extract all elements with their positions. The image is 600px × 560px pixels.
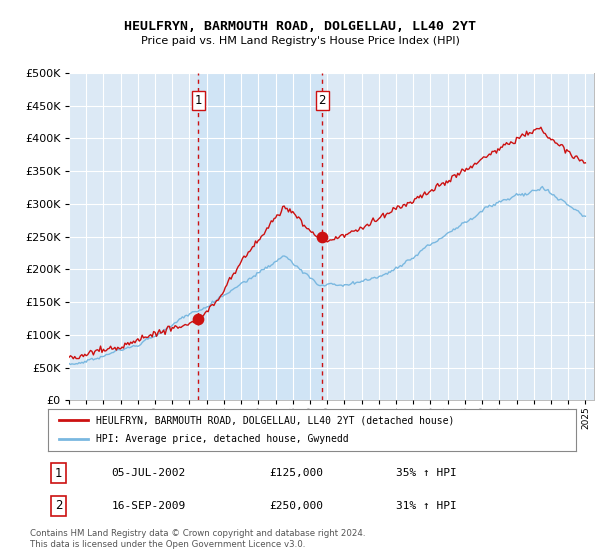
- Text: 16-SEP-2009: 16-SEP-2009: [112, 501, 185, 511]
- Text: 31% ↑ HPI: 31% ↑ HPI: [397, 501, 457, 511]
- Text: HEULFRYN, BARMOUTH ROAD, DOLGELLAU, LL40 2YT (detached house): HEULFRYN, BARMOUTH ROAD, DOLGELLAU, LL40…: [95, 415, 454, 425]
- Text: 35% ↑ HPI: 35% ↑ HPI: [397, 468, 457, 478]
- Text: £125,000: £125,000: [270, 468, 324, 478]
- Bar: [199, 73, 322, 400]
- Text: 1: 1: [194, 94, 202, 107]
- Text: 2: 2: [55, 499, 62, 512]
- Text: HEULFRYN, BARMOUTH ROAD, DOLGELLAU, LL40 2YT: HEULFRYN, BARMOUTH ROAD, DOLGELLAU, LL40…: [124, 20, 476, 32]
- Text: £250,000: £250,000: [270, 501, 324, 511]
- Text: 2: 2: [319, 94, 326, 107]
- Text: 05-JUL-2002: 05-JUL-2002: [112, 468, 185, 478]
- Text: HPI: Average price, detached house, Gwynedd: HPI: Average price, detached house, Gwyn…: [95, 435, 348, 445]
- Text: Contains HM Land Registry data © Crown copyright and database right 2024.
This d: Contains HM Land Registry data © Crown c…: [30, 529, 365, 549]
- Point: [194, 314, 203, 323]
- Point: [317, 232, 327, 241]
- Text: 1: 1: [55, 467, 62, 480]
- Text: Price paid vs. HM Land Registry's House Price Index (HPI): Price paid vs. HM Land Registry's House …: [140, 36, 460, 46]
